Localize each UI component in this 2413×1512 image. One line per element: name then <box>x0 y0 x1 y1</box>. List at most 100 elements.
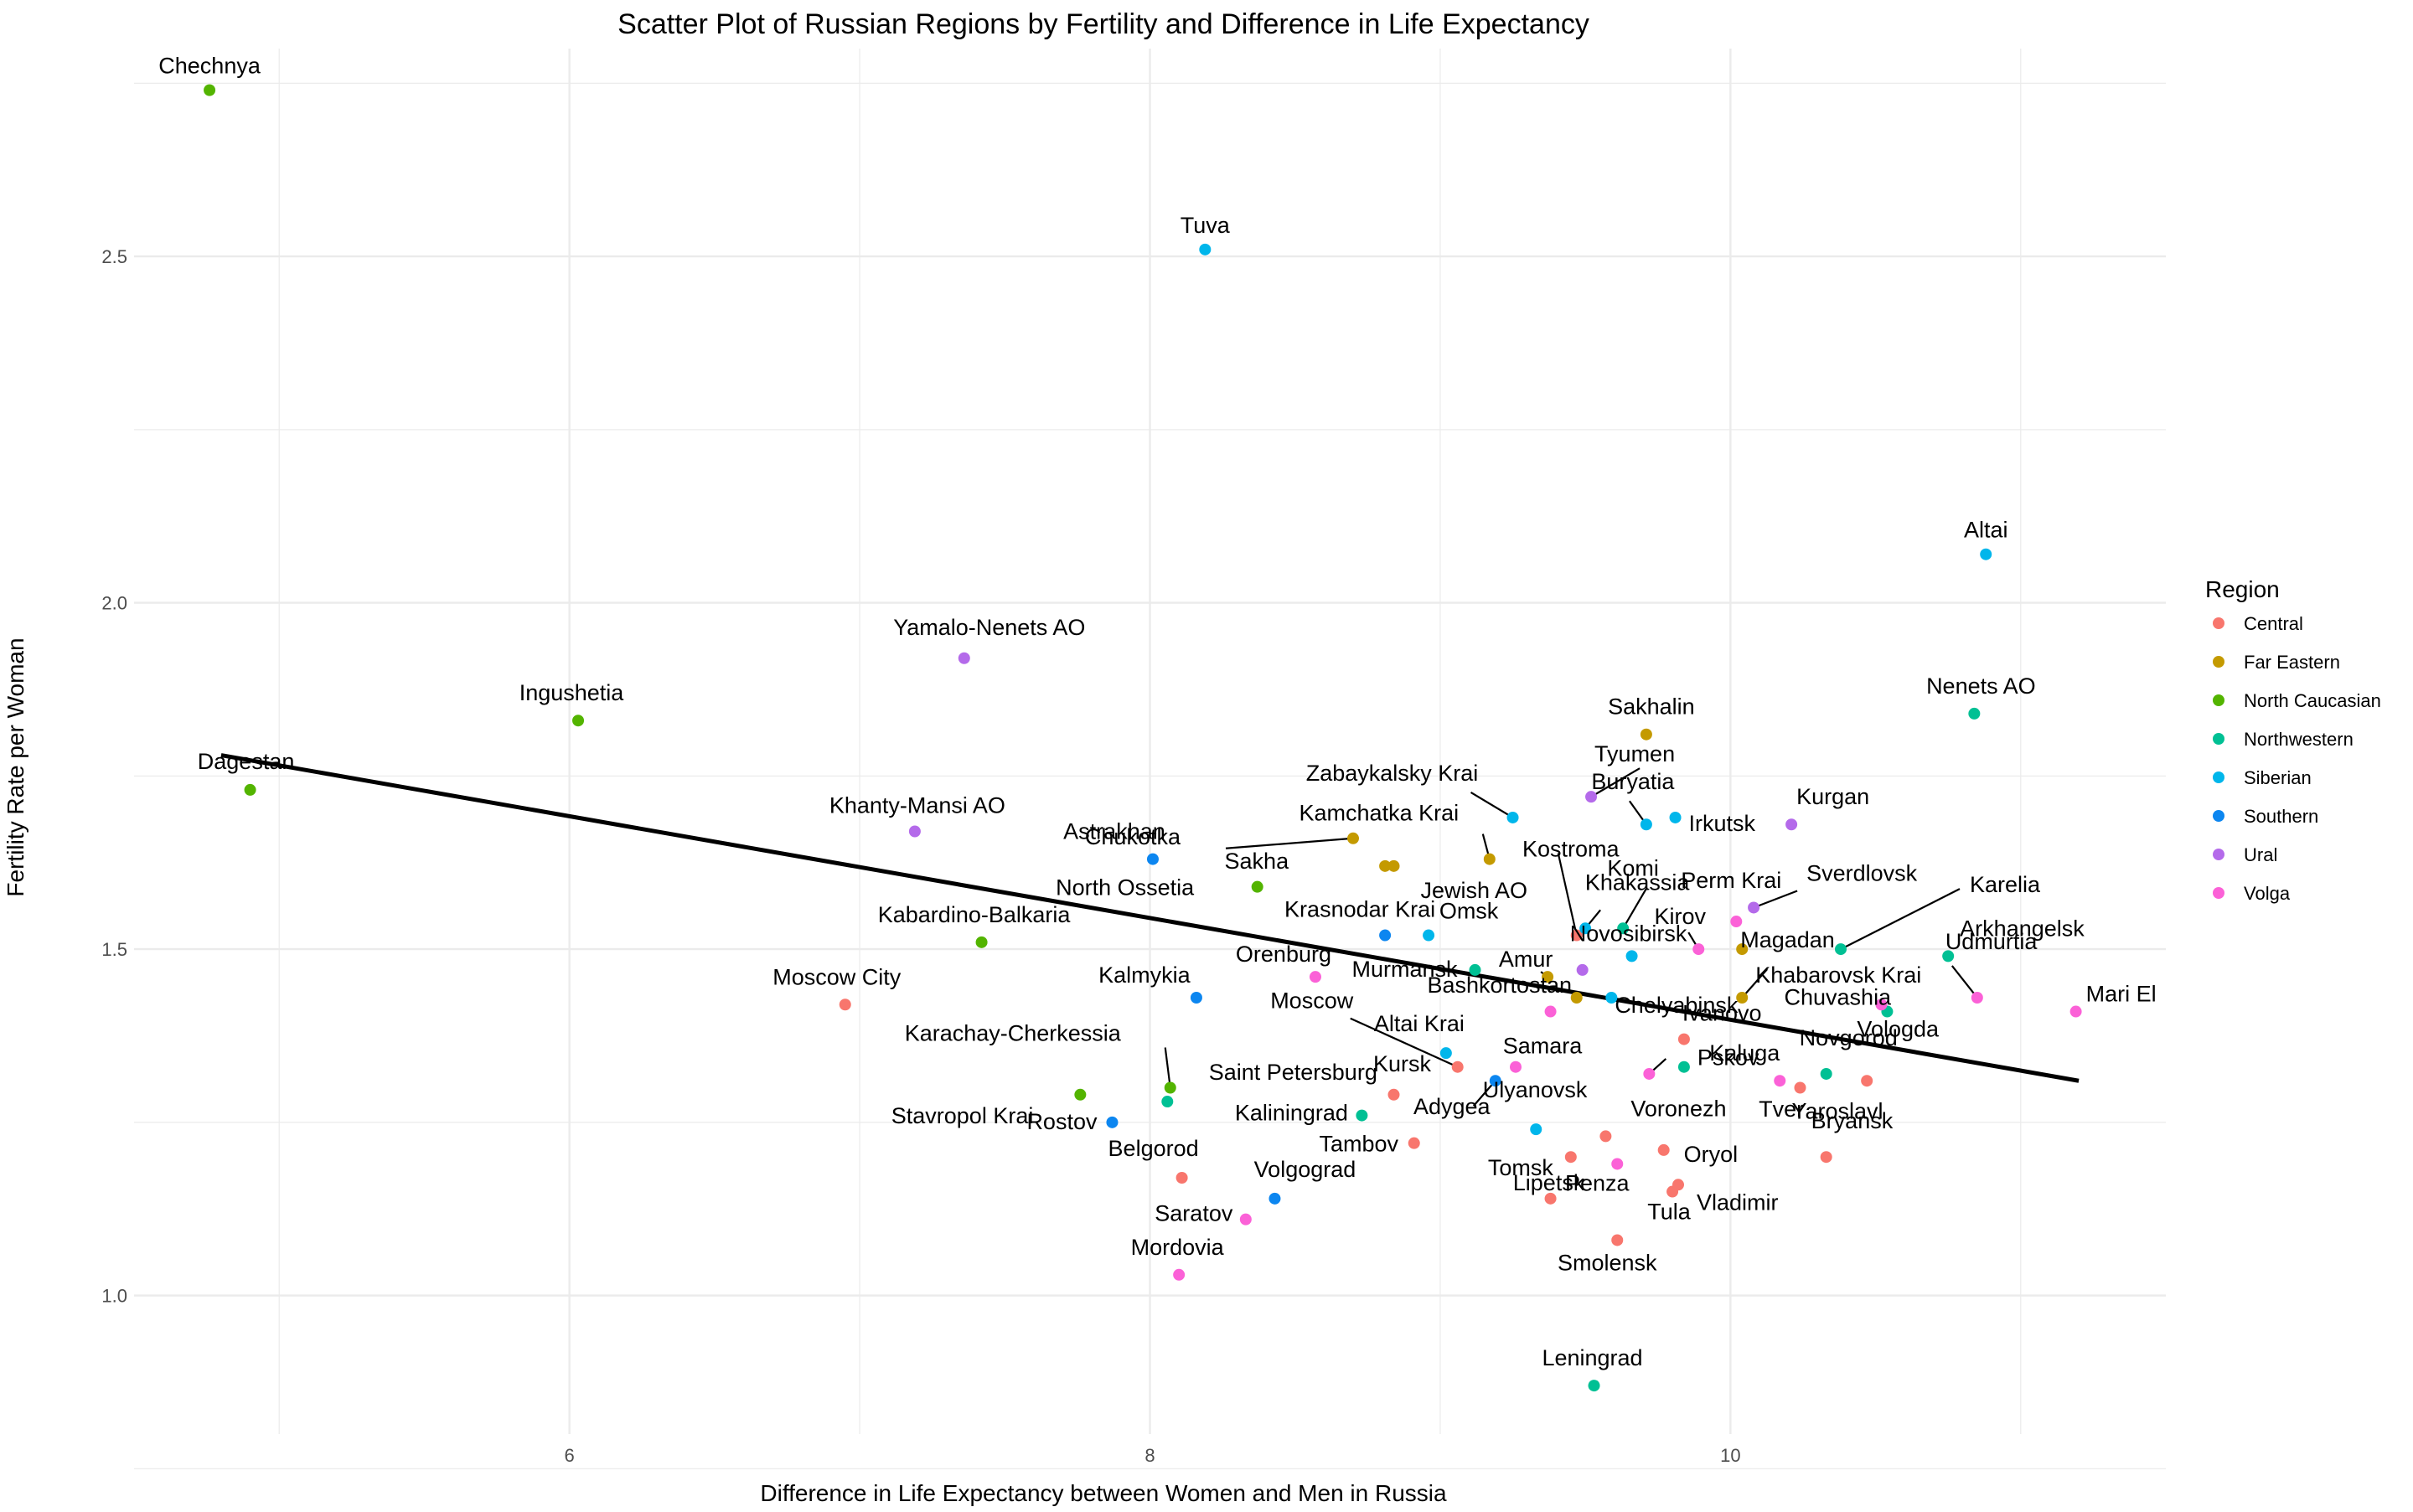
data-point <box>1544 1192 1557 1205</box>
label-connector <box>1622 887 1648 929</box>
x-tick-label: 8 <box>1144 1445 1155 1466</box>
point-label: Smolensk <box>1558 1250 1657 1275</box>
point-label: Perm Krai <box>1681 868 1781 893</box>
point-label: Tula <box>1647 1200 1692 1225</box>
data-point <box>1469 963 1481 976</box>
point-label: Kaliningrad <box>1235 1101 1348 1126</box>
point-label: Omsk <box>1439 899 1499 924</box>
point-label: Dagestan <box>198 749 295 774</box>
point-label: Belgorod <box>1108 1136 1199 1161</box>
data-point <box>1173 1268 1186 1281</box>
data-point <box>1605 991 1618 1004</box>
point-label: Saratov <box>1155 1201 1233 1226</box>
legend-label: Siberian <box>2244 767 2312 788</box>
point-label: Altai Krai <box>1374 1011 1465 1036</box>
legend-label: Volga <box>2244 883 2291 904</box>
data-point <box>1269 1192 1281 1205</box>
data-point <box>1506 811 1519 823</box>
y-tick-label: 1.5 <box>101 939 127 960</box>
regression-line <box>220 753 2080 1083</box>
point-label: Kabardino-Balkaria <box>878 902 1072 927</box>
y-axis-title: Fertility Rate per Woman <box>3 637 28 896</box>
data-point <box>1576 963 1589 976</box>
data-point <box>1942 950 1955 962</box>
label-connector <box>1753 890 1798 909</box>
data-point <box>839 999 851 1011</box>
point-label: Novosibirsk <box>1570 921 1687 946</box>
legend-label: Ural <box>2244 844 2277 865</box>
data-point <box>1774 1075 1786 1087</box>
point-label: Ivanovo <box>1682 1001 1762 1026</box>
point-label: Khabarovsk Krai <box>1755 962 1921 988</box>
data-point <box>1161 1096 1174 1108</box>
data-point <box>1980 548 1992 560</box>
legend-swatch <box>2213 887 2224 899</box>
point-label: Moscow City <box>772 964 902 989</box>
label-connector <box>1225 837 1354 849</box>
legend-title: Region <box>2205 576 2280 602</box>
data-point <box>1611 1158 1624 1170</box>
data-point <box>908 825 921 838</box>
point-label: Khanty-Mansi AO <box>829 793 1005 818</box>
point-label: Stavropol Krai <box>891 1103 1034 1128</box>
point-label: Bashkortostan <box>1427 973 1572 998</box>
label-connectors <box>1164 767 1978 1107</box>
data-point <box>1794 1081 1806 1094</box>
data-point <box>1439 1047 1452 1060</box>
x-tick-label: 6 <box>565 1445 575 1466</box>
point-label: Amur <box>1499 947 1553 972</box>
point-label: Murmansk <box>1351 957 1458 982</box>
label-connector <box>1470 792 1514 818</box>
point-label: Ingushetia <box>519 680 625 705</box>
data-point <box>1643 1067 1656 1080</box>
data-point <box>975 936 988 948</box>
data-point <box>2069 1005 2082 1018</box>
data-point <box>1820 1067 1832 1080</box>
data-point <box>1379 929 1392 942</box>
y-tick-label: 2.0 <box>101 593 127 614</box>
point-label: Adygea <box>1413 1094 1491 1119</box>
legend-swatch <box>2213 810 2224 822</box>
point-label: Chuvashia <box>1785 984 1893 1009</box>
data-point <box>1971 991 1983 1004</box>
label-connector <box>1590 767 1641 798</box>
point-label: Komi <box>1607 855 1659 880</box>
data-point <box>1599 1130 1612 1143</box>
point-label: Kamchatka Krai <box>1300 801 1460 826</box>
label-connector <box>1951 965 1978 999</box>
axes: 6 8 10 1.0 1.5 2.0 2.5 <box>101 246 1740 1466</box>
data-point <box>1785 818 1798 831</box>
data-point <box>1692 943 1705 956</box>
legend: Region Central Far Eastern North Caucasian… <box>2205 576 2381 904</box>
point-label: Yaroslavl <box>1792 1099 1883 1124</box>
point-labels: Moscow City Belgorod Kursk Tambov Moscow Kost… <box>158 54 2156 1370</box>
data-point <box>1564 1151 1577 1164</box>
point-label: Samara <box>1503 1034 1584 1059</box>
data-point <box>1356 1109 1368 1122</box>
legend-label: Southern <box>2244 806 2318 827</box>
label-connector <box>1840 888 1961 951</box>
point-label: Lipetsk <box>1513 1170 1585 1195</box>
legend-swatch <box>2213 733 2224 745</box>
data-points <box>204 84 2082 1392</box>
data-point <box>1379 859 1392 872</box>
data-point <box>1875 999 1888 1011</box>
data-point <box>1672 1179 1684 1191</box>
data-point <box>1625 950 1638 962</box>
point-label: Yamalo-Nenets AO <box>893 615 1085 640</box>
legend-items: Central Far Eastern North Caucasian Northwe… <box>2213 613 2381 904</box>
point-label: Sverdlovsk <box>1806 860 1918 885</box>
data-point <box>1677 1060 1690 1073</box>
point-label: Kaluga <box>1709 1040 1780 1066</box>
data-point <box>1968 707 1981 720</box>
point-label: Novgorod <box>1800 1025 1898 1050</box>
legend-swatch <box>2213 849 2224 860</box>
point-label: Oryol <box>1684 1142 1739 1167</box>
data-point <box>1146 853 1159 865</box>
label-connector <box>1557 853 1578 936</box>
grid <box>134 49 2166 1469</box>
legend-label: North Caucasian <box>2244 690 2381 711</box>
point-label: Kalmykia <box>1098 962 1191 988</box>
point-label: Orenburg <box>1236 942 1331 967</box>
data-point <box>1835 943 1847 956</box>
